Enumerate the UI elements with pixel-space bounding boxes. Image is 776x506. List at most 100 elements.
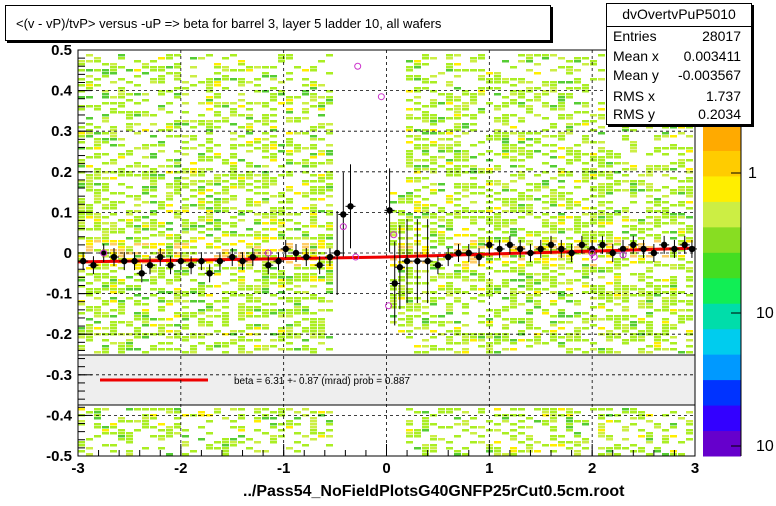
scatter-cell [134, 255, 141, 258]
scatter-cell [150, 252, 157, 255]
scatter-cell [214, 144, 221, 147]
scatter-cell [150, 78, 157, 81]
scatter-cell [518, 237, 525, 240]
scatter-cell [86, 246, 93, 249]
scatter-cell [294, 309, 301, 312]
palette-swatch [703, 201, 741, 228]
scatter-cell [438, 240, 445, 243]
scatter-cell [518, 303, 525, 306]
scatter-cell [102, 162, 109, 165]
scatter-cell [454, 276, 461, 279]
scatter-cell [486, 282, 493, 285]
scatter-cell [102, 231, 109, 234]
scatter-cell [326, 177, 333, 180]
scatter-cell [662, 327, 669, 330]
scatter-cell [510, 228, 517, 231]
scatter-cell [494, 288, 501, 291]
scatter-cell [94, 147, 101, 150]
scatter-cell [670, 168, 677, 171]
scatter-cell [662, 306, 669, 309]
scatter-cell [182, 339, 189, 342]
scatter-cell [270, 219, 277, 222]
scatter-cell [630, 273, 637, 276]
scatter-cell [510, 126, 517, 129]
scatter-cell [230, 444, 237, 447]
scatter-cell [150, 435, 157, 438]
scatter-cell [222, 120, 229, 123]
scatter-cell [518, 270, 525, 273]
scatter-cell [406, 303, 413, 306]
scatter-cell [246, 102, 253, 105]
scatter-cell [398, 228, 405, 231]
scatter-cell [238, 210, 245, 213]
scatter-cell [126, 69, 133, 72]
scatter-cell [566, 126, 573, 129]
scatter-cell [494, 180, 501, 183]
scatter-cell [278, 249, 285, 252]
scatter-cell [182, 243, 189, 246]
scatter-cell [326, 267, 333, 270]
scatter-cell [598, 201, 605, 204]
scatter-cell [598, 303, 605, 306]
scatter-cell [142, 171, 149, 174]
scatter-cell [102, 138, 109, 141]
scatter-cell [110, 288, 117, 291]
scatter-cell [198, 171, 205, 174]
scatter-cell [630, 315, 637, 318]
scatter-cell [94, 177, 101, 180]
scatter-cell [550, 135, 557, 138]
scatter-cell [582, 87, 589, 90]
scatter-cell [390, 210, 397, 213]
scatter-cell [454, 123, 461, 126]
scatter-cell [86, 291, 93, 294]
scatter-cell [294, 96, 301, 99]
scatter-cell [558, 291, 565, 294]
scatter-cell [510, 318, 517, 321]
scatter-cell [254, 138, 261, 141]
palette-swatch [703, 277, 741, 304]
scatter-cell [230, 54, 237, 57]
scatter-cell [166, 324, 173, 327]
scatter-cell [430, 315, 437, 318]
scatter-cell [318, 153, 325, 156]
scatter-cell [526, 99, 533, 102]
scatter-cell [582, 240, 589, 243]
scatter-cell [654, 279, 661, 282]
scatter-cell [182, 261, 189, 264]
scatter-cell [558, 135, 565, 138]
scatter-cell [446, 348, 453, 351]
scatter-cell [470, 117, 477, 120]
scatter-cell [662, 186, 669, 189]
scatter-cell [678, 234, 685, 237]
scatter-cell [318, 243, 325, 246]
scatter-cell [678, 162, 685, 165]
scatter-cell [414, 138, 421, 141]
scatter-cell [598, 54, 605, 57]
scatter-cell [606, 294, 613, 297]
scatter-cell [422, 423, 429, 426]
scatter-cell [238, 312, 245, 315]
scatter-cell [606, 336, 613, 339]
scatter-cell [558, 105, 565, 108]
scatter-cell [286, 201, 293, 204]
scatter-cell [430, 213, 437, 216]
scatter-cell [238, 336, 245, 339]
scatter-cell [286, 324, 293, 327]
scatter-cell [94, 171, 101, 174]
profile-point [465, 249, 472, 257]
scatter-cell [254, 186, 261, 189]
scatter-cell [670, 282, 677, 285]
scatter-cell [78, 207, 85, 210]
scatter-cell [574, 57, 581, 60]
scatter-cell [430, 156, 437, 159]
scatter-cell [206, 126, 213, 129]
scatter-cell [238, 267, 245, 270]
scatter-cell [238, 240, 245, 243]
scatter-cell [678, 153, 685, 156]
scatter-cell [294, 312, 301, 315]
scatter-cell [462, 336, 469, 339]
scatter-cell [502, 204, 509, 207]
scatter-cell [422, 417, 429, 420]
scatter-cell [454, 264, 461, 267]
scatter-cell [470, 201, 477, 204]
